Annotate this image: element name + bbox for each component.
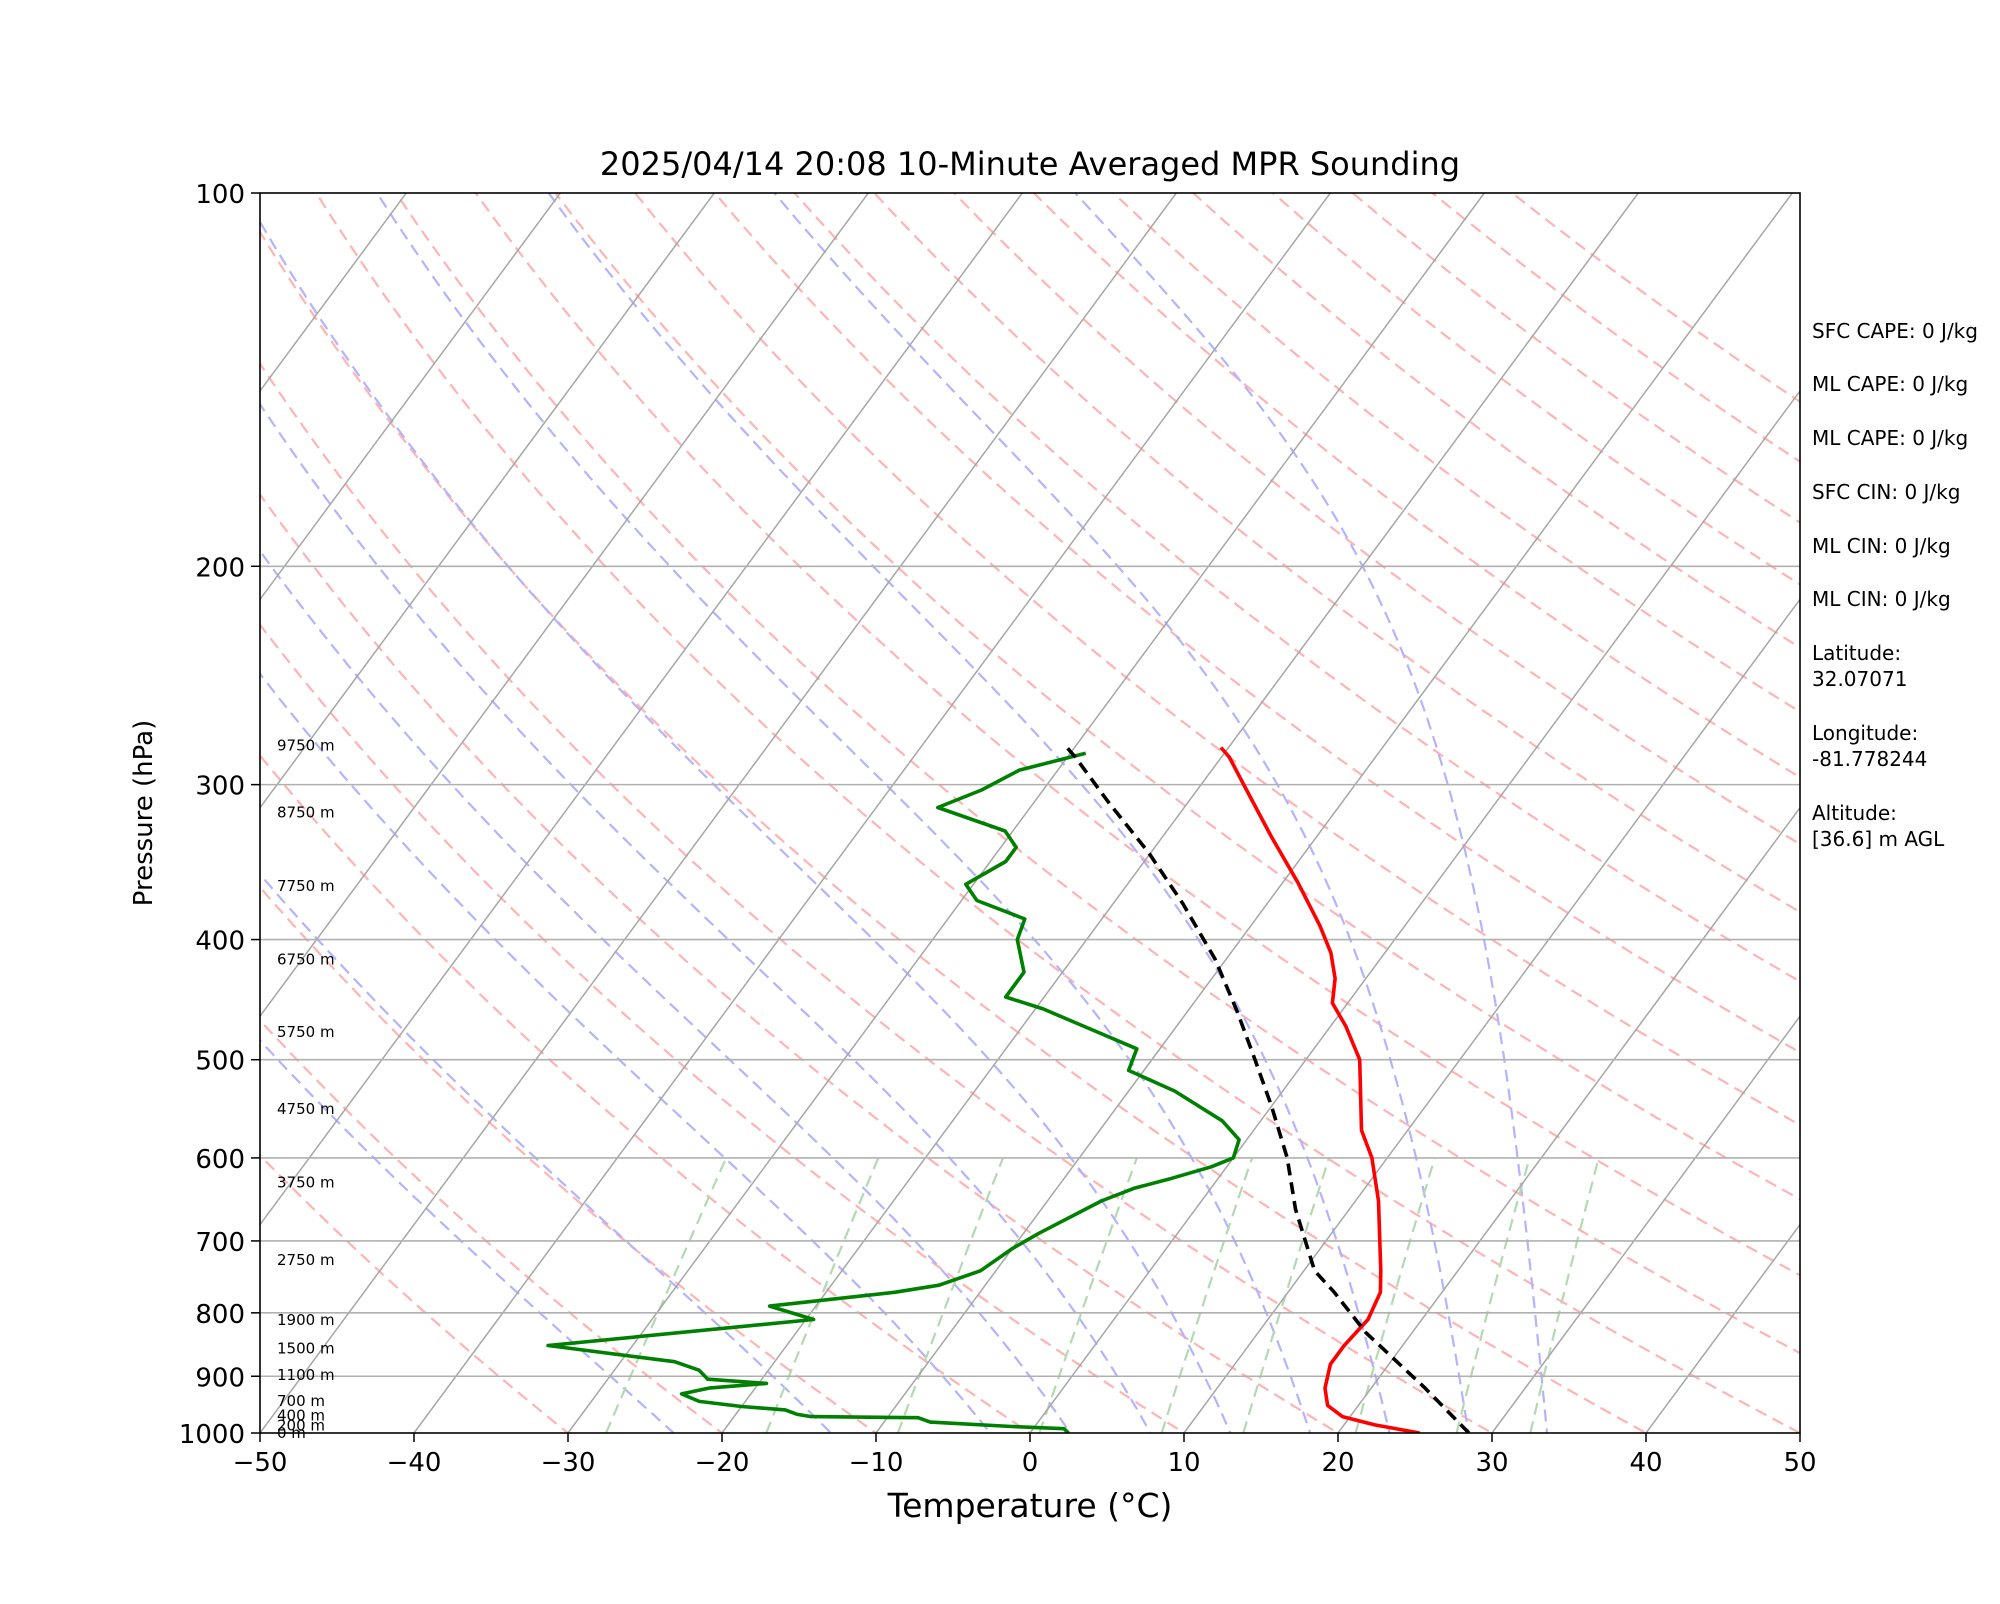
longitude-label: Longitude: -81.778244 bbox=[1812, 720, 1927, 772]
chart-title: 2025/04/14 20:08 10-Minute Averaged MPR … bbox=[600, 145, 1460, 183]
dry-adiabat bbox=[456, 165, 2000, 1459]
height-label: 1900 m bbox=[277, 1311, 335, 1329]
dry-adiabat bbox=[142, 165, 1538, 1459]
x-tick-label: −30 bbox=[541, 1448, 596, 1478]
isotherm bbox=[0, 193, 98, 1433]
ml-cin-label: ML CIN: 0 J/kg bbox=[1812, 533, 1951, 559]
y-tick-label: 800 bbox=[195, 1300, 245, 1330]
dewpoint-line bbox=[548, 753, 1239, 1433]
y-tick-label: 400 bbox=[195, 927, 245, 957]
y-tick-label: 100 bbox=[195, 180, 245, 210]
height-label: 4750 m bbox=[277, 1100, 335, 1118]
isotherm bbox=[722, 193, 1638, 1433]
x-tick-label: 40 bbox=[1629, 1448, 1662, 1478]
moist-adiabat bbox=[360, 165, 1319, 1459]
mixing-ratio-line bbox=[898, 1158, 1003, 1433]
moist-adiabat bbox=[228, 165, 1242, 1459]
x-tick-label: 30 bbox=[1475, 1448, 1508, 1478]
moist-adiabat bbox=[36, 165, 1088, 1459]
height-label: 1100 m bbox=[277, 1366, 335, 1384]
height-label: 1500 m bbox=[277, 1340, 335, 1358]
dry-adiabat bbox=[0, 165, 1070, 1459]
dry-adiabat bbox=[0, 165, 757, 1459]
dry-adiabat bbox=[221, 165, 1695, 1459]
latitude-label: Latitude: 32.07071 bbox=[1812, 640, 1907, 692]
x-tick-label: −20 bbox=[695, 1448, 750, 1478]
height-label: 2750 m bbox=[277, 1251, 335, 1269]
altitude-label: Altitude: [36.6] m AGL bbox=[1812, 800, 1944, 852]
sfc-cin-label: SFC CIN: 0 J/kg bbox=[1812, 479, 1960, 505]
x-tick-label: −40 bbox=[387, 1448, 442, 1478]
height-label: 8750 m bbox=[277, 804, 335, 822]
dry-adiabat bbox=[613, 165, 2000, 1459]
y-tick-label: 500 bbox=[195, 1047, 245, 1077]
y-tick-label: 700 bbox=[195, 1228, 245, 1258]
y-tick-label: 900 bbox=[195, 1363, 245, 1393]
isotherm bbox=[1030, 193, 1946, 1433]
moist-adiabat bbox=[752, 165, 1473, 1459]
y-tick-label: 600 bbox=[195, 1145, 245, 1175]
sfc-cape-label: SFC CAPE: 0 J/kg bbox=[1812, 318, 1978, 344]
x-tick-label: 0 bbox=[1022, 1448, 1039, 1478]
ml-cape-label: ML CAPE: 0 J/kg bbox=[1812, 371, 1968, 397]
dry-adiabat bbox=[63, 165, 1382, 1459]
dry-adiabat bbox=[299, 165, 1850, 1459]
x-tick-label: 10 bbox=[1167, 1448, 1200, 1478]
height-label: 7750 m bbox=[277, 877, 335, 895]
height-label: 3750 m bbox=[277, 1173, 335, 1191]
x-tick-label: −10 bbox=[849, 1448, 904, 1478]
height-label: 6750 m bbox=[277, 950, 335, 968]
mixing-ratio-line bbox=[1162, 1158, 1253, 1433]
ml-cin-label-2: ML CIN: 0 J/kg bbox=[1812, 586, 1951, 612]
isotherm bbox=[414, 193, 1330, 1433]
height-label: 9750 m bbox=[277, 737, 335, 755]
x-axis-label: Temperature (°C) bbox=[887, 1486, 1173, 1525]
y-tick-label: 300 bbox=[195, 772, 245, 802]
x-tick-label: −50 bbox=[233, 1448, 288, 1478]
parcel-line bbox=[1067, 748, 1469, 1434]
y-axis-label: Pressure (hPa) bbox=[129, 720, 159, 907]
x-tick-label: 20 bbox=[1321, 1448, 1354, 1478]
mixing-ratio-line bbox=[1457, 1158, 1530, 1433]
ml-cape-label-2: ML CAPE: 0 J/kg bbox=[1812, 425, 1968, 451]
isotherm bbox=[260, 193, 1176, 1433]
height-label: 0 m bbox=[277, 1424, 306, 1442]
mixing-ratio-line bbox=[606, 1158, 726, 1433]
dry-adiabat bbox=[378, 165, 2000, 1459]
height-label: 5750 m bbox=[277, 1023, 335, 1041]
x-tick-label: 50 bbox=[1783, 1448, 1816, 1478]
mixing-ratio-line bbox=[1530, 1158, 1599, 1433]
y-tick-label: 1000 bbox=[179, 1420, 245, 1450]
moist-adiabat bbox=[1050, 165, 1550, 1459]
y-tick-label: 200 bbox=[195, 553, 245, 583]
plot-frame bbox=[260, 193, 1800, 1433]
dry-adiabat bbox=[692, 165, 2000, 1459]
